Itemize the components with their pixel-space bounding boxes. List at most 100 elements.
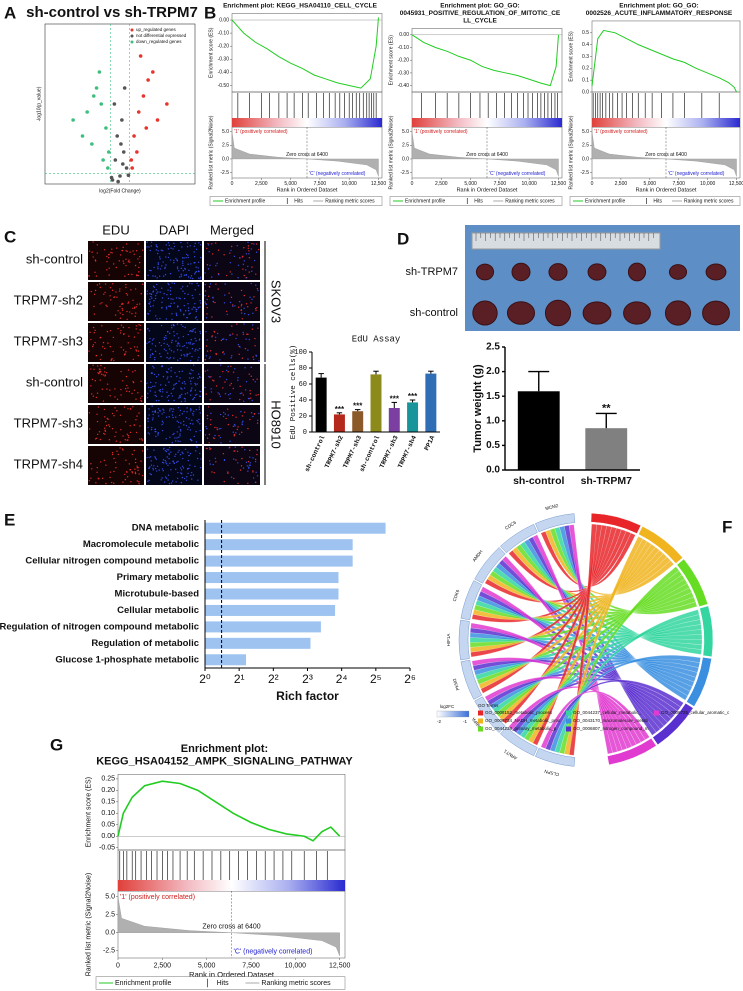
cell-dot [244,313,246,315]
cell-dot [161,423,163,426]
cell-dot [107,342,109,344]
cell-dot [119,312,121,314]
cell-dot [135,312,137,314]
zero-cross-label: Zero cross at 6400 [466,152,508,158]
cell-dot [213,380,215,382]
cell-dot [150,428,153,431]
cell-dot [178,397,180,399]
x-tick-label: sh-control [513,475,564,487]
cell-dot [243,294,245,297]
cell-dot [189,429,192,431]
cell-dot [154,391,156,393]
cell-dot [239,257,241,259]
cell-dot [173,462,175,464]
cell-dot [191,355,193,358]
cell-dot [190,330,192,332]
cell-dot [190,369,192,371]
cell-dot [185,274,188,276]
y-tick-label: Macromolecule metabolic [83,539,199,550]
cell-dot [164,476,167,478]
cell-dot [109,295,111,297]
cell-dot [180,288,182,290]
cell-dot [252,312,254,315]
cell-dot [135,398,137,400]
cell-dot [183,314,185,316]
cell-dot [189,422,192,425]
cell-dot [211,316,213,318]
enrichment-line [117,780,341,842]
cell-dot [170,482,173,484]
cell-dot [194,307,196,309]
x-tick-label: 10,000 [342,181,358,187]
cell-dot [192,474,195,476]
cell-dot [152,305,154,307]
cell-dot [183,424,185,426]
cell-dot [191,330,193,333]
x-axis-label: Rank in Ordered Dataset [636,187,697,193]
cell-dot [149,356,151,358]
cell-dot [96,413,98,415]
cell-dot [181,382,184,384]
cell-dot [244,367,246,369]
cell-dot [205,425,207,428]
data-point [94,86,99,90]
cell-dot [168,446,171,449]
cell-dot [209,399,211,401]
cell-dot [165,334,167,337]
cell-dot [124,473,126,476]
row-label: TRPM7-sh2 [14,292,83,307]
cell-dot [184,383,186,385]
cell-dot [125,471,128,473]
cell-dot [159,390,162,393]
term-arc [686,656,712,707]
cell-dot [199,466,202,469]
cell-dot [113,470,115,473]
cell-dot [165,308,168,310]
cell-dot [194,384,197,386]
cell-dot [232,425,235,427]
cell-dot [252,356,254,358]
cell-dot [97,406,100,408]
cell-dot [195,316,198,318]
cell-dot [190,373,192,375]
cell-dot [208,460,211,462]
cell-dot [218,434,220,437]
cell-dot [252,358,255,361]
cell-dot [200,390,202,393]
cell-dot [229,446,231,448]
y-tick-label: 0.0 [402,156,409,162]
cell-dot [122,449,124,451]
cell-dot [149,390,152,392]
cell-dot [217,249,220,251]
cell-dot [136,465,138,467]
cell-dot [106,260,108,263]
cell-dot [165,256,167,258]
cell-dot [119,288,121,290]
cell-dot [90,477,92,479]
cell-dot [198,339,201,341]
cell-dot [205,355,208,357]
data-point [121,150,126,154]
cell-dot [96,420,99,423]
cell-dot [223,302,226,304]
cell-dot [153,449,155,451]
significance-label: *** [335,405,345,414]
cell-dot [167,399,170,402]
cell-dot [168,394,170,397]
tumor [702,300,730,326]
cell-dot [247,470,249,472]
cell-dot [149,298,151,301]
cell-dot [111,289,114,292]
cell-dot [233,477,235,480]
cell-dot [214,434,216,437]
cell-dot [166,378,168,380]
cell-dot [207,268,210,270]
cell-dot [135,328,137,330]
cell-dot [106,388,108,390]
term-arc [676,558,709,607]
cell-dot [226,369,228,372]
cell-dot [223,459,226,462]
cell-dot [253,243,255,245]
y-tick-label: 1.5 [486,391,500,402]
cell-dot [191,343,194,345]
